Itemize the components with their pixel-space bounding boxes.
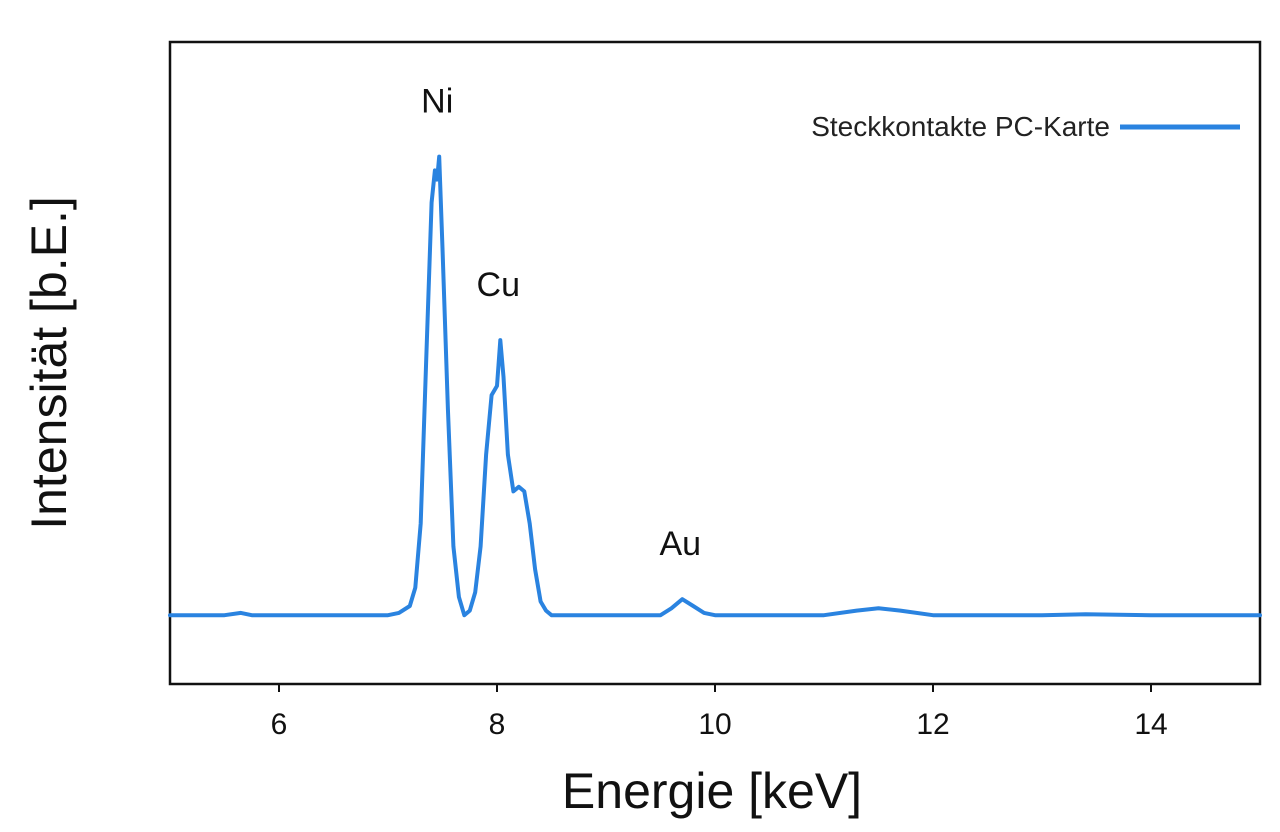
y-axis-title: Intensität [b.E.] <box>21 196 77 530</box>
x-axis-tick-labels: 6 8 10 12 14 <box>271 708 1168 741</box>
peak-label-ni: Ni <box>421 83 453 121</box>
x-tick-label-6: 6 <box>271 708 288 741</box>
x-tick-label-14: 14 <box>1134 708 1167 741</box>
peak-label-cu: Cu <box>477 266 520 304</box>
x-axis-ticks <box>278 684 1152 692</box>
legend: Steckkontakte PC-Karte <box>811 111 1240 142</box>
x-tick-label-10: 10 <box>698 708 731 741</box>
x-tick-label-8: 8 <box>489 708 506 741</box>
spectrum-line <box>168 154 1262 618</box>
peak-label-au: Au <box>660 525 702 563</box>
peak-annotations: Ni Cu Au <box>421 83 701 564</box>
x-axis-title: Energie [keV] <box>562 763 862 819</box>
x-tick-label-12: 12 <box>916 708 949 741</box>
legend-label: Steckkontakte PC-Karte <box>811 111 1110 142</box>
